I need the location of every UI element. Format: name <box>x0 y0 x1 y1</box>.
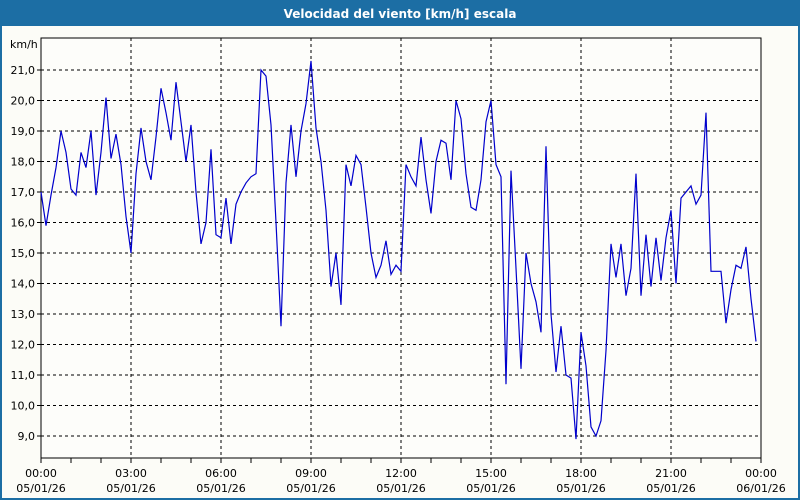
svg-text:12:00: 12:00 <box>385 467 417 480</box>
svg-text:15,0: 15,0 <box>11 247 36 260</box>
svg-text:21:00: 21:00 <box>655 467 687 480</box>
svg-text:19,0: 19,0 <box>11 125 36 138</box>
svg-text:05/01/26: 05/01/26 <box>106 482 155 495</box>
svg-text:05/01/26: 05/01/26 <box>646 482 695 495</box>
svg-text:00:00: 00:00 <box>745 467 777 480</box>
svg-text:13,0: 13,0 <box>11 308 36 321</box>
svg-text:10,0: 10,0 <box>11 400 36 413</box>
svg-text:06/01/26: 06/01/26 <box>736 482 785 495</box>
svg-text:16,0: 16,0 <box>11 217 36 230</box>
svg-text:11,0: 11,0 <box>11 369 36 382</box>
svg-text:09:00: 09:00 <box>295 467 327 480</box>
svg-text:05/01/26: 05/01/26 <box>16 482 65 495</box>
svg-text:05/01/26: 05/01/26 <box>286 482 335 495</box>
svg-text:km/h: km/h <box>10 38 38 51</box>
svg-text:05/01/26: 05/01/26 <box>466 482 515 495</box>
svg-text:20,0: 20,0 <box>11 95 36 108</box>
svg-text:05/01/26: 05/01/26 <box>556 482 605 495</box>
svg-text:05/01/26: 05/01/26 <box>376 482 425 495</box>
svg-text:12,0: 12,0 <box>11 339 36 352</box>
svg-text:00:00: 00:00 <box>25 467 57 480</box>
wind-speed-chart: 21,0 20,0 19,0 18,0 17,0 16,0 15,0 14,0 13,0 12,0… <box>2 26 798 498</box>
svg-text:05/01/26: 05/01/26 <box>196 482 245 495</box>
chart-canvas: 21,0 20,0 19,0 18,0 17,0 16,0 15,0 14,0 13,0 12,0… <box>10 37 786 495</box>
svg-text:14,0: 14,0 <box>11 278 36 291</box>
svg-text:15:00: 15:00 <box>475 467 507 480</box>
title-bar: Velocidad del viento [km/h] escala <box>2 2 798 26</box>
svg-text:06:00: 06:00 <box>205 467 237 480</box>
svg-text:03:00: 03:00 <box>115 467 147 480</box>
chart-title: Velocidad del viento [km/h] escala <box>283 7 517 21</box>
svg-text:18:00: 18:00 <box>565 467 597 480</box>
svg-text:17,0: 17,0 <box>11 186 36 199</box>
svg-text:21,0: 21,0 <box>11 64 36 77</box>
svg-text:18,0: 18,0 <box>11 156 36 169</box>
svg-text:9,0: 9,0 <box>18 430 36 443</box>
